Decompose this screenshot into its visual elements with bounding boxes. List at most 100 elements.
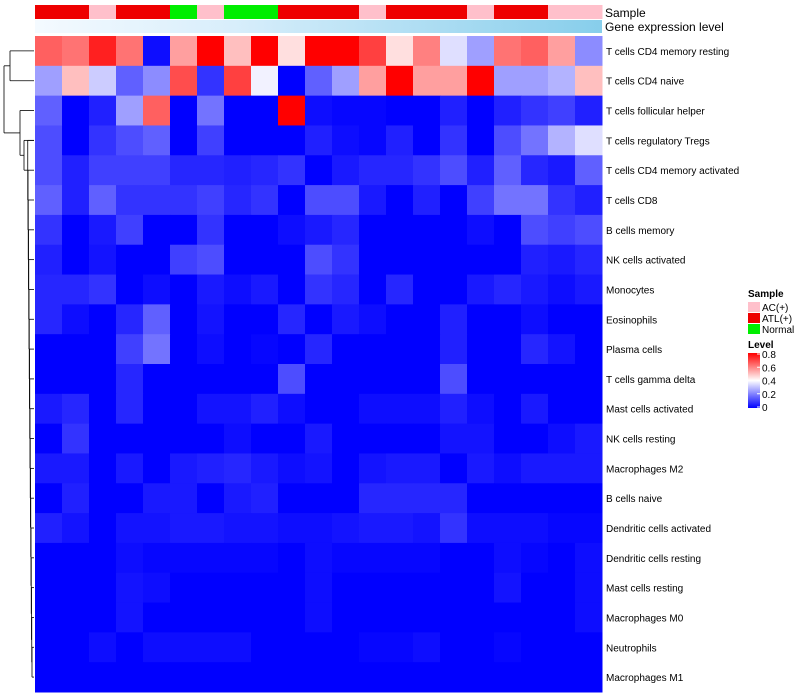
cell-r17-c6 — [170, 513, 198, 544]
cell-r9-c2 — [62, 274, 90, 305]
cell-r10-c7 — [197, 304, 225, 335]
cell-r10-c11 — [305, 304, 333, 335]
cell-r19-c20 — [548, 572, 576, 604]
cell-r10-c12 — [332, 304, 360, 335]
cell-r9-c16 — [440, 274, 468, 305]
cell-r22-c6 — [170, 662, 198, 693]
cell-r5-c6 — [170, 155, 198, 186]
level-tick-label: 0.4 — [762, 377, 776, 388]
cell-r10-c21 — [575, 304, 603, 335]
cell-r4-c17 — [467, 125, 495, 156]
cell-r14-c20 — [548, 423, 576, 454]
cell-r5-c16 — [440, 155, 468, 186]
cell-r14-c13 — [359, 423, 387, 454]
cell-r13-c2 — [62, 393, 90, 425]
cell-r3-c17 — [467, 95, 495, 126]
cell-r22-c9 — [251, 662, 279, 693]
cell-r5-c5 — [143, 155, 171, 186]
cell-r19-c18 — [494, 572, 522, 604]
cell-r11-c5 — [143, 334, 171, 365]
cell-r11-c1 — [35, 334, 63, 365]
row-label: NK cells resting — [606, 435, 675, 446]
legend-label-1: AC(+) — [762, 303, 788, 314]
cell-r8-c6 — [170, 244, 198, 276]
cell-r4-c6 — [170, 125, 198, 156]
cell-r9-c3 — [89, 274, 117, 305]
cell-r8-c17 — [467, 244, 495, 276]
cell-r8-c4 — [116, 244, 144, 276]
cell-r11-c19 — [521, 334, 549, 365]
cell-r18-c9 — [251, 542, 279, 574]
cell-r19-c13 — [359, 572, 387, 604]
cell-r15-c16 — [440, 453, 468, 484]
cell-r3-c19 — [521, 95, 549, 126]
cell-r10-c6 — [170, 304, 198, 335]
cell-r11-c7 — [197, 334, 225, 365]
cell-r18-c21 — [575, 542, 603, 574]
cell-r13-c16 — [440, 393, 468, 425]
sample-annotation-bar — [35, 5, 603, 19]
cell-r13-c7 — [197, 393, 225, 425]
cell-r1-c18 — [494, 36, 522, 67]
row-label: Monocytes — [606, 285, 654, 296]
cell-r14-c6 — [170, 423, 198, 454]
cell-r1-c15 — [413, 36, 441, 67]
cell-r14-c5 — [143, 423, 171, 454]
legend-label-3: Normal — [762, 325, 794, 336]
cell-r21-c15 — [413, 632, 441, 663]
row-label: Mast cells resting — [606, 584, 683, 595]
cell-r7-c14 — [386, 214, 414, 246]
cell-r14-c8 — [224, 423, 252, 454]
cell-r22-c3 — [89, 662, 117, 693]
cell-r6-c20 — [548, 185, 576, 216]
cell-r9-c19 — [521, 274, 549, 305]
cell-r5-c20 — [548, 155, 576, 186]
cell-r5-c19 — [521, 155, 549, 186]
cell-r16-c5 — [143, 483, 171, 514]
cell-r20-c6 — [170, 602, 198, 633]
cell-r3-c10 — [278, 95, 306, 126]
cell-r12-c8 — [224, 364, 252, 395]
cell-r6-c1 — [35, 185, 63, 216]
cell-r9-c5 — [143, 274, 171, 305]
cell-r16-c20 — [548, 483, 576, 514]
cell-r19-c15 — [413, 572, 441, 604]
cell-r4-c7 — [197, 125, 225, 156]
cell-r21-c17 — [467, 632, 495, 663]
cell-r8-c8 — [224, 244, 252, 276]
cell-r20-c8 — [224, 602, 252, 633]
row-label: Neutrophils — [606, 643, 657, 654]
cell-r2-c8 — [224, 65, 252, 97]
cell-r8-c7 — [197, 244, 225, 276]
cell-r22-c10 — [278, 662, 306, 693]
cell-r12-c16 — [440, 364, 468, 395]
cell-r13-c12 — [332, 393, 360, 425]
cell-r4-c2 — [62, 125, 90, 156]
cell-r12-c4 — [116, 364, 144, 395]
cell-r10-c13 — [359, 304, 387, 335]
cell-r16-c18 — [494, 483, 522, 514]
cell-r3-c1 — [35, 95, 63, 126]
cell-r3-c5 — [143, 95, 171, 126]
cell-r21-c5 — [143, 632, 171, 663]
cell-r19-c4 — [116, 572, 144, 604]
cell-r17-c4 — [116, 513, 144, 544]
row-label: B cells memory — [606, 226, 674, 237]
cell-r1-c1 — [35, 36, 63, 67]
cell-r14-c11 — [305, 423, 333, 454]
cell-r21-c9 — [251, 632, 279, 663]
cell-r5-c8 — [224, 155, 252, 186]
cell-r7-c16 — [440, 214, 468, 246]
cell-r3-c9 — [251, 95, 279, 126]
cell-r5-c2 — [62, 155, 90, 186]
cell-r1-c16 — [440, 36, 468, 67]
cell-r15-c7 — [197, 453, 225, 484]
cell-r16-c15 — [413, 483, 441, 514]
cell-r3-c7 — [197, 95, 225, 126]
cell-r21-c18 — [494, 632, 522, 663]
cell-r6-c9 — [251, 185, 279, 216]
sample-bar-cell-15 — [413, 5, 441, 19]
cell-r17-c13 — [359, 513, 387, 544]
cell-r11-c12 — [332, 334, 360, 365]
cell-r5-c18 — [494, 155, 522, 186]
